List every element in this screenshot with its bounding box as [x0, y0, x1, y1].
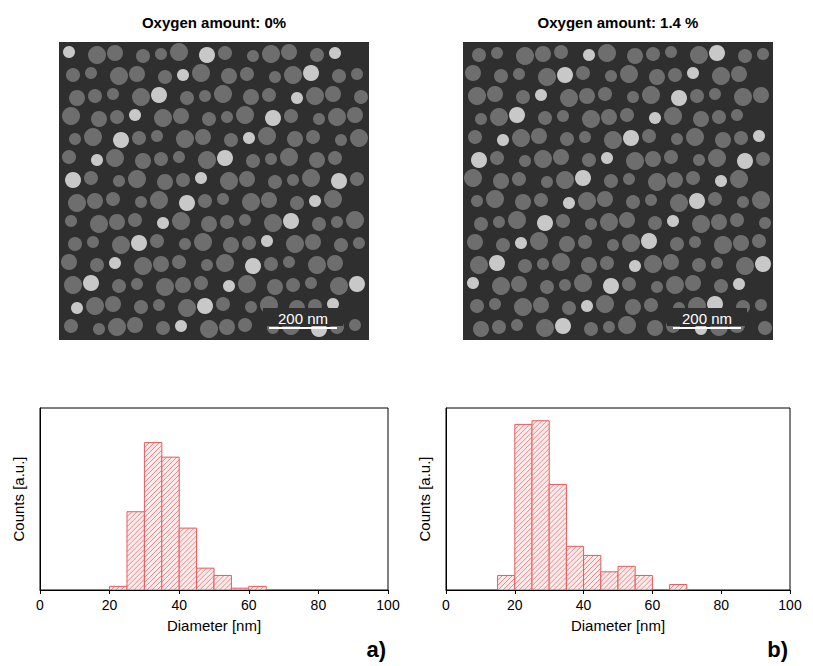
- svg-text:40: 40: [576, 597, 592, 613]
- svg-text:60: 60: [241, 597, 257, 613]
- svg-text:Counts [a.u.]: Counts [a.u.]: [10, 456, 27, 541]
- svg-text:Oxygen amount: 1.4 %: Oxygen amount: 1.4 %: [538, 14, 699, 31]
- svg-text:0: 0: [442, 597, 450, 613]
- svg-text:Diameter [nm]: Diameter [nm]: [571, 617, 665, 634]
- svg-text:80: 80: [311, 597, 327, 613]
- svg-text:0: 0: [36, 597, 44, 613]
- svg-text:Counts [a.u.]: Counts [a.u.]: [416, 456, 433, 541]
- svg-text:Diameter [nm]: Diameter [nm]: [167, 617, 261, 634]
- svg-text:20: 20: [507, 597, 523, 613]
- svg-text:60: 60: [645, 597, 661, 613]
- svg-text:20: 20: [102, 597, 118, 613]
- svg-text:100: 100: [778, 597, 802, 613]
- svg-text:a): a): [366, 637, 386, 662]
- svg-text:100: 100: [376, 597, 400, 613]
- svg-text:Oxygen amount: 0%: Oxygen amount: 0%: [142, 14, 286, 31]
- svg-text:80: 80: [713, 597, 729, 613]
- svg-text:200 nm: 200 nm: [278, 310, 328, 327]
- svg-text:200 nm: 200 nm: [682, 310, 732, 327]
- svg-text:b): b): [767, 637, 788, 662]
- svg-text:40: 40: [171, 597, 187, 613]
